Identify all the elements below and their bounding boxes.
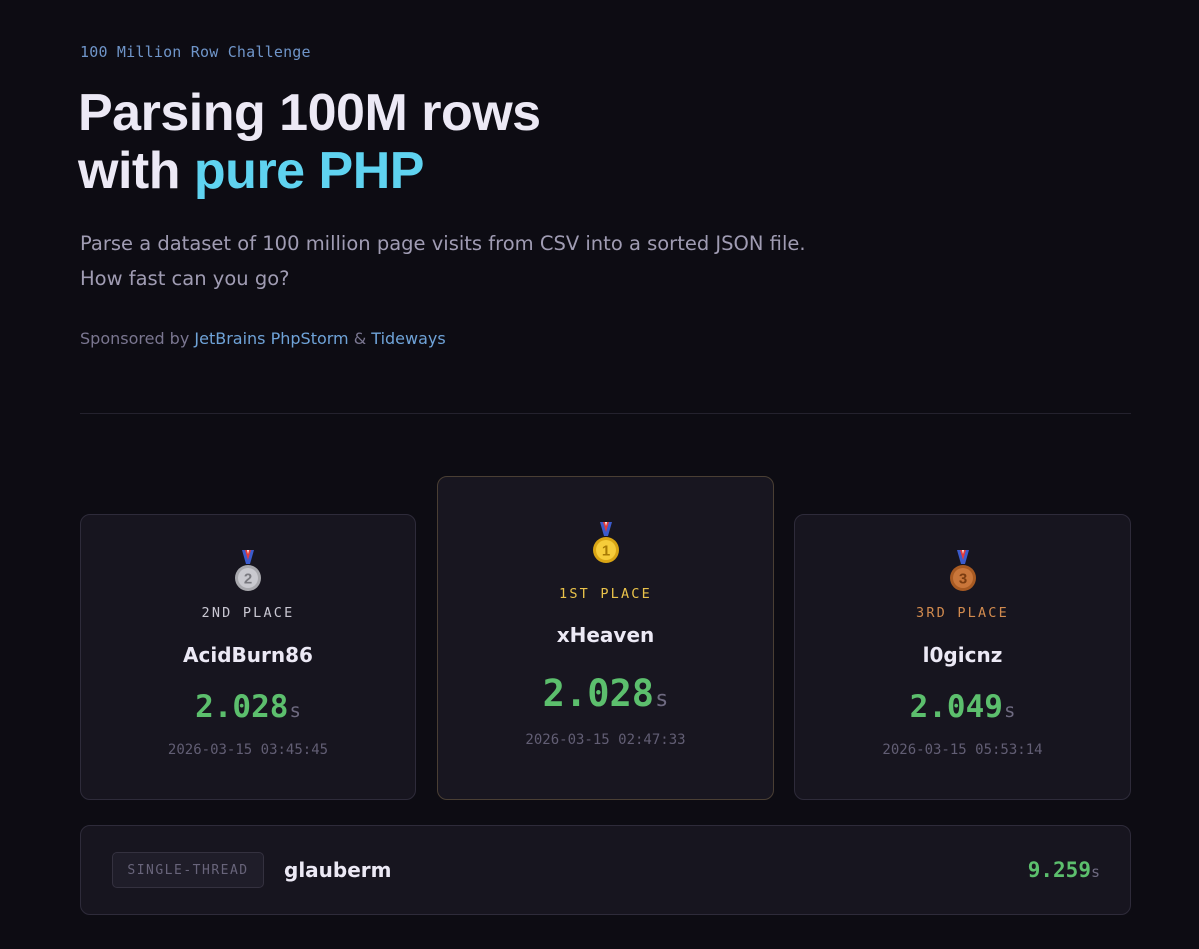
time-value: 9.259s	[1028, 858, 1100, 882]
bronze-medal-icon: 3	[948, 550, 978, 594]
description: Parse a dataset of 100 million page visi…	[80, 232, 806, 290]
sponsor-link-tideways[interactable]: Tideways	[371, 329, 446, 348]
timestamp: 2026-03-15 05:53:14	[882, 742, 1043, 758]
svg-text:2: 2	[244, 571, 252, 588]
player-name: glauberm	[284, 858, 392, 882]
gold-medal-icon: 1	[591, 522, 621, 566]
page-title: Parsing 100M rows with pure PHP	[78, 84, 541, 200]
single-thread-row[interactable]: SINGLE-THREAD glauberm 9.259s	[80, 825, 1131, 915]
eyebrow-label: 100 Million Row Challenge	[80, 43, 311, 61]
place-label: 2ND PLACE	[201, 605, 295, 621]
player-name: xHeaven	[556, 623, 655, 647]
timestamp: 2026-03-15 03:45:45	[167, 742, 329, 758]
time-value: 2.028s	[438, 672, 773, 715]
time-number: 2.028	[195, 689, 289, 725]
time-unit: s	[1090, 863, 1100, 881]
title-accent: pure PHP	[193, 142, 425, 200]
svg-text:1: 1	[601, 543, 609, 560]
sponsor-line: Sponsored by JetBrains PhpStorm & Tidewa…	[80, 329, 446, 348]
svg-text:3: 3	[958, 571, 966, 588]
place-label: 1ST PLACE	[559, 586, 652, 602]
sponsor-link-phpstorm[interactable]: JetBrains PhpStorm	[194, 329, 349, 348]
divider	[80, 413, 1131, 414]
title-line-1: Parsing 100M rows	[78, 84, 541, 142]
time-number: 2.028	[542, 672, 655, 715]
time-number: 9.259	[1027, 858, 1091, 882]
time-unit: s	[289, 700, 301, 722]
time-number: 2.049	[909, 689, 1003, 725]
podium-card-second[interactable]: 2 2ND PLACE AcidBurn86 2.028s 2026-03-15…	[80, 514, 416, 800]
sponsor-separator: &	[348, 329, 372, 348]
podium-card-third[interactable]: 3 3RD PLACE l0gicnz 2.049s 2026-03-15 05…	[794, 514, 1131, 800]
title-line-2-prefix: with	[78, 142, 194, 200]
time-unit: s	[1003, 700, 1016, 722]
podium-card-first[interactable]: 1 1ST PLACE xHeaven 2.028s 2026-03-15 02…	[437, 476, 774, 800]
player-name: AcidBurn86	[183, 643, 313, 667]
single-thread-badge: SINGLE-THREAD	[112, 852, 264, 888]
time-unit: s	[655, 687, 669, 712]
time-value: 2.049s	[795, 689, 1130, 725]
time-value: 2.028s	[81, 689, 415, 725]
silver-medal-icon: 2	[233, 550, 263, 594]
sponsor-prefix: Sponsored by	[80, 329, 195, 348]
place-label: 3RD PLACE	[916, 605, 1009, 621]
timestamp: 2026-03-15 02:47:33	[525, 732, 686, 748]
player-name: l0gicnz	[922, 643, 1003, 667]
